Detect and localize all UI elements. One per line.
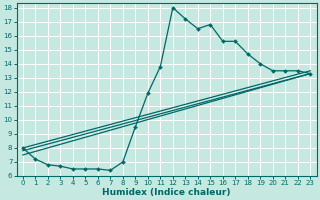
X-axis label: Humidex (Indice chaleur): Humidex (Indice chaleur) (102, 188, 231, 197)
